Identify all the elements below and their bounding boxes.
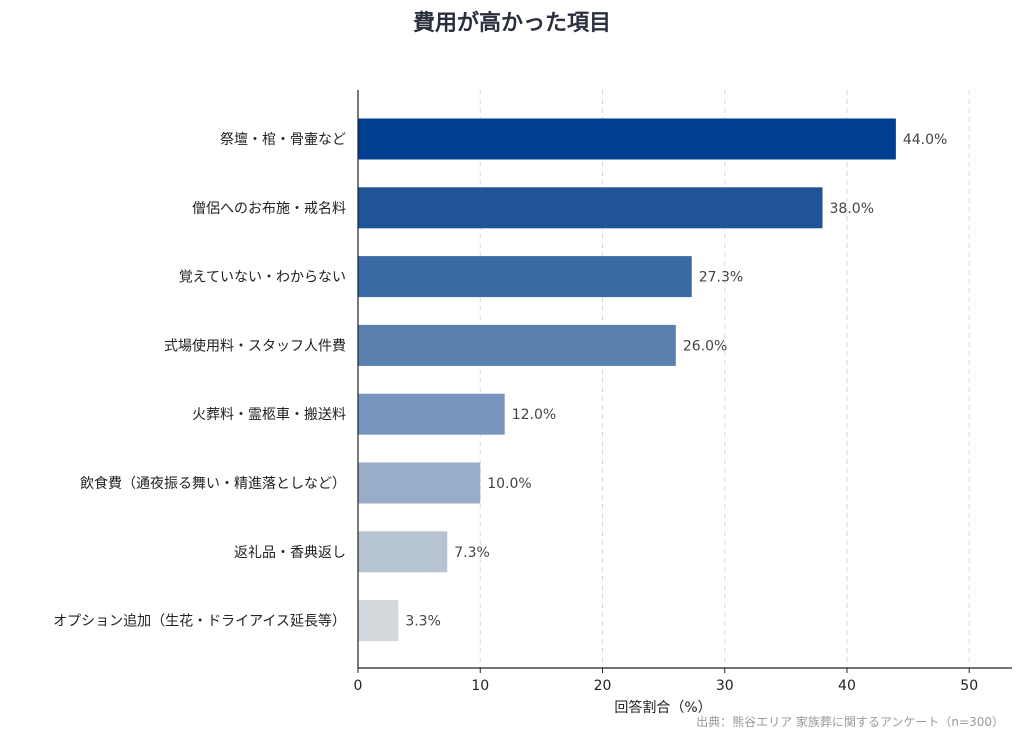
x-axis-label: 回答割合（%） <box>614 699 711 716</box>
x-tick-label: 20 <box>594 678 612 694</box>
value-label: 26.0% <box>683 338 727 354</box>
category-label: 飲食費（通夜振る舞い・精進落としなど） <box>80 475 346 492</box>
bar <box>358 462 481 504</box>
bar <box>358 600 399 642</box>
grid-lines <box>479 90 970 668</box>
value-label: 38.0% <box>830 201 874 217</box>
category-label: 覚えていない・わからない <box>179 270 346 286</box>
category-labels: 祭壇・棺・骨壷など僧侶へのお布施・戒名料覚えていない・わからない式場使用料・スタ… <box>53 131 346 630</box>
source-note: 出典：熊谷エリア 家族葬に関するアンケート（n=300） <box>696 714 1004 729</box>
category-label: 祭壇・棺・骨壷など <box>220 131 346 148</box>
value-labels: 44.0% 38.0% 27.3% 26.0% 12.0% 10.0% 7.3% 3.3% <box>405 132 947 630</box>
category-label: 火葬料・霊柩車・搬送料 <box>192 406 346 423</box>
value-label: 44.0% <box>903 132 947 148</box>
x-tick-label: 50 <box>960 678 978 694</box>
x-tick-label: 10 <box>471 678 489 694</box>
bar <box>358 256 692 298</box>
bars <box>358 118 896 642</box>
bar <box>358 118 896 160</box>
bar <box>358 324 676 366</box>
bar <box>358 531 448 573</box>
value-label: 12.0% <box>512 407 556 423</box>
category-label: 返礼品・香典返し <box>234 545 346 561</box>
value-label: 10.0% <box>487 476 531 492</box>
category-label: 式場使用料・スタッフ人件費 <box>164 337 346 354</box>
category-label: 僧侶へのお布施・戒名料 <box>192 201 346 217</box>
axes <box>357 90 1012 673</box>
x-tick-label: 40 <box>838 678 856 694</box>
bar <box>358 187 823 229</box>
chart-title: 費用が高かった項目 <box>413 10 611 36</box>
value-label: 27.3% <box>699 270 743 286</box>
x-tick-label: 0 <box>354 678 363 694</box>
value-label: 7.3% <box>454 545 490 561</box>
x-tick-label: 30 <box>716 678 734 694</box>
category-label: オプション追加（生花・ドライアイス延長等） <box>53 613 346 630</box>
value-label: 3.3% <box>405 614 441 630</box>
x-tick-labels: 0 10 20 30 40 50 <box>354 678 979 694</box>
bar <box>358 393 505 435</box>
